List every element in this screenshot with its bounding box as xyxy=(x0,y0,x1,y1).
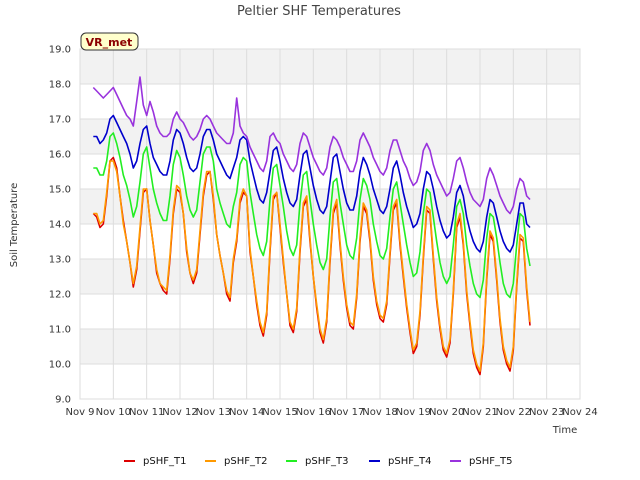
y-tick-label: 15.0 xyxy=(49,185,71,196)
badge-label: VR_met xyxy=(86,36,133,49)
y-tick-label: 17.0 xyxy=(49,115,71,126)
y-tick-label: 14.0 xyxy=(49,220,71,231)
x-tick-label: Nov 9 xyxy=(65,407,94,418)
series-line-pSHF_T4 xyxy=(93,114,531,253)
x-tick-label: Nov 20 xyxy=(429,407,464,418)
series-line-pSHF_T3 xyxy=(93,132,531,299)
x-tick-label: Nov 17 xyxy=(329,407,364,418)
y-tick-label: 18.0 xyxy=(49,80,71,91)
x-tick-label: Nov 23 xyxy=(529,407,564,418)
legend-label: pSHF_T2 xyxy=(224,456,267,467)
x-tick-label: Nov 14 xyxy=(229,407,264,418)
x-tick-label: Nov 15 xyxy=(262,407,297,418)
chart-title: Peltier SHF Temperatures xyxy=(237,4,401,19)
x-axis-title: Time xyxy=(552,425,577,436)
y-axis-title: Soil Temperature xyxy=(9,183,20,268)
series-line-pSHF_T2 xyxy=(93,160,531,372)
series-lines xyxy=(92,76,531,376)
legend-label: pSHF_T5 xyxy=(469,456,512,467)
x-tick-label: Nov 13 xyxy=(196,407,231,418)
x-tick-label: Nov 10 xyxy=(96,407,131,418)
vr-met-badge: VR_met xyxy=(80,32,139,51)
x-tick-label: Nov 12 xyxy=(162,407,197,418)
series-line-pSHF_T5 xyxy=(92,76,531,215)
x-tick-label: Nov 22 xyxy=(496,407,531,418)
x-tick-label: Nov 24 xyxy=(562,407,597,418)
y-tick-label: 10.0 xyxy=(49,360,71,371)
legend-label: pSHF_T4 xyxy=(388,456,431,467)
x-tick-label: Nov 19 xyxy=(396,407,431,418)
y-tick-label: 11.0 xyxy=(49,325,71,336)
y-tick-label: 9.0 xyxy=(55,395,71,406)
y-tick-label: 12.0 xyxy=(49,290,71,301)
legend-label: pSHF_T1 xyxy=(143,456,186,467)
y-tick-label: 13.0 xyxy=(49,255,71,266)
y-axis-ticks: 9.0 10.0 11.0 12.0 13.0 14.0 15.0 16.0 17.0 18.0 1… xyxy=(49,45,71,406)
legend: pSHF_T1 pSHF_T2 pSHF_T3 pSHF_T4 pSHF_T5 xyxy=(124,456,512,467)
x-tick-label: Nov 16 xyxy=(296,407,331,418)
background-band xyxy=(80,49,580,84)
y-tick-label: 19.0 xyxy=(49,45,71,56)
x-tick-label: Nov 21 xyxy=(462,407,497,418)
x-tick-label: Nov 11 xyxy=(129,407,164,418)
legend-label: pSHF_T3 xyxy=(305,456,348,467)
background-band xyxy=(80,329,580,364)
y-tick-label: 16.0 xyxy=(49,150,71,161)
x-tick-label: Nov 18 xyxy=(362,407,397,418)
